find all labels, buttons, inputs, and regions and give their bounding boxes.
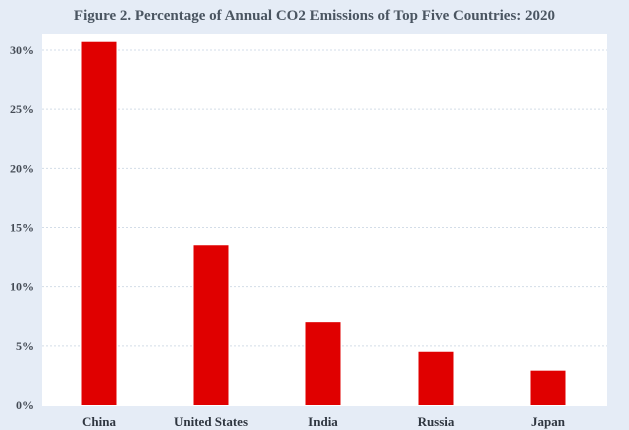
x-axis-categories: China United States India Russia Japan: [82, 414, 566, 429]
bar-russia: [418, 351, 454, 405]
chart-title: Figure 2. Percentage of Annual CO2 Emiss…: [73, 8, 556, 24]
y-axis-ticks: 0% 5% 10% 15% 20% 25% 30%: [10, 43, 34, 412]
y-tick-label: 15%: [10, 221, 34, 235]
bars: [81, 41, 566, 405]
y-tick-label: 20%: [10, 161, 34, 175]
x-category-label: India: [308, 414, 338, 429]
y-tick-label: 5%: [16, 339, 34, 353]
y-tick-label: 10%: [10, 280, 34, 294]
x-category-label: Russia: [418, 414, 455, 429]
bar-japan: [530, 370, 566, 405]
gridlines: [42, 49, 607, 347]
x-category-label: Japan: [531, 414, 566, 429]
y-tick-label: 30%: [10, 43, 34, 57]
x-category-label: China: [82, 414, 116, 429]
x-category-label: United States: [174, 414, 248, 429]
bar-united-states: [193, 245, 229, 405]
y-tick-label: 0%: [16, 398, 34, 412]
bar-india: [305, 322, 341, 405]
bar-china: [81, 41, 117, 405]
y-tick-label: 25%: [10, 102, 34, 116]
